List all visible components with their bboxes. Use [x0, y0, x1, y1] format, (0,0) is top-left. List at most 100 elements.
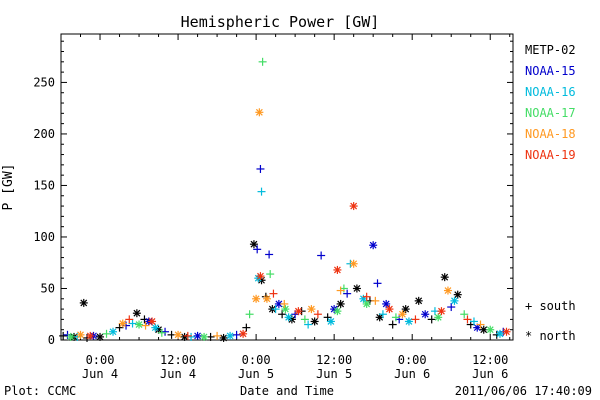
marker-legend-entry: * north [525, 329, 576, 343]
south-plus-marker [232, 330, 241, 339]
north-star-marker [437, 307, 446, 316]
north-star-marker [333, 307, 342, 316]
north-star-marker [132, 309, 141, 318]
south-plus-marker [323, 313, 332, 322]
data-points [59, 57, 511, 342]
x-tick-time: 0:00 [242, 353, 271, 367]
x-tick-time: 0:00 [398, 353, 427, 367]
legend-entry: NOAA-19 [525, 148, 576, 162]
north-star-marker [443, 286, 452, 295]
north-star-marker [151, 323, 160, 332]
north-star-marker [349, 202, 358, 211]
north-star-marker [135, 320, 144, 329]
south-plus-marker [265, 250, 274, 259]
south-plus-marker [460, 310, 469, 319]
y-tick-label: 200 [33, 127, 55, 141]
north-star-marker [414, 296, 423, 305]
south-plus-marker [256, 164, 265, 173]
north-star-marker [66, 332, 75, 341]
south-plus-marker [128, 319, 137, 328]
south-plus-marker [157, 328, 166, 337]
north-star-marker [336, 299, 345, 308]
south-plus-marker [125, 315, 134, 324]
footer-timestamp: 2011/06/06 17:40:09 [455, 384, 592, 398]
north-star-marker [369, 241, 378, 250]
south-plus-marker [343, 289, 352, 298]
x-tick-date: Jun 5 [238, 367, 274, 381]
y-axis: 0 50 100 150 200 250 [33, 40, 513, 347]
north-star-marker [385, 305, 394, 314]
y-tick-label: 250 [33, 75, 55, 89]
legend-entry: NOAA-17 [525, 106, 576, 120]
south-plus-marker [280, 299, 289, 308]
north-star-marker [252, 294, 261, 303]
north-star-marker [219, 333, 228, 342]
north-star-marker [255, 108, 264, 117]
north-star-marker [307, 305, 316, 314]
north-star-marker [434, 313, 443, 322]
south-plus-marker [304, 320, 313, 329]
north-star-marker [148, 317, 157, 326]
south-plus-marker [266, 270, 275, 279]
north-star-marker [239, 329, 248, 338]
north-star-marker [382, 299, 391, 308]
north-star-marker [249, 240, 258, 249]
north-star-marker [421, 310, 430, 319]
south-plus-marker [476, 320, 485, 329]
x-tick-time: 12:00 [160, 353, 196, 367]
north-star-marker [180, 332, 189, 341]
north-star-marker [174, 330, 183, 339]
x-tick-time: 12:00 [472, 353, 508, 367]
north-star-marker [349, 259, 358, 268]
north-star-marker [118, 319, 127, 328]
north-star-marker [398, 310, 407, 319]
south-plus-marker [411, 315, 420, 324]
north-star-marker [495, 329, 504, 338]
north-star-marker [262, 294, 271, 303]
y-tick-label: 150 [33, 178, 55, 192]
south-plus-marker [253, 245, 262, 254]
legend-entry: NOAA-16 [525, 85, 576, 99]
north-star-marker [193, 331, 202, 340]
south-plus-marker [391, 313, 400, 322]
north-star-marker [200, 332, 209, 341]
south-plus-marker [269, 289, 278, 298]
south-plus-marker [257, 187, 266, 196]
x-tick-date: Jun 6 [472, 367, 508, 381]
south-plus-marker [378, 310, 387, 319]
north-star-marker [281, 305, 290, 314]
north-star-marker [96, 332, 105, 341]
north-star-marker [440, 273, 449, 282]
south-plus-marker [213, 331, 222, 340]
y-tick-label: 0 [48, 333, 55, 347]
marker-legend: + south * north [525, 299, 576, 343]
north-star-marker [326, 317, 335, 326]
south-plus-marker [245, 310, 254, 319]
legend-entry: NOAA-18 [525, 127, 576, 141]
south-plus-marker [427, 315, 436, 324]
north-star-marker [284, 313, 293, 322]
south-plus-marker [115, 323, 124, 332]
y-tick-label: 50 [41, 281, 55, 295]
north-star-marker [486, 325, 495, 334]
chart-title: Hemispheric Power [GW] [181, 13, 380, 31]
x-tick-time: 12:00 [316, 353, 352, 367]
south-plus-marker [300, 315, 309, 324]
legend-entry: METP-02 [525, 43, 576, 57]
north-star-marker [79, 298, 88, 307]
north-star-marker [294, 307, 303, 316]
plot-frame [60, 33, 514, 341]
legend: METP-02 NOAA-15 NOAA-16 NOAA-17 NOAA-18 NOAA-… [525, 43, 576, 162]
y-tick-label: 100 [33, 230, 55, 244]
x-tick-date: Jun 5 [316, 367, 352, 381]
south-plus-marker [336, 286, 345, 295]
y-axis-label: P [GW] [1, 164, 16, 211]
south-plus-marker [59, 331, 68, 340]
legend-entry: NOAA-15 [525, 64, 576, 78]
south-plus-marker [388, 320, 397, 329]
x-tick-date: Jun 4 [82, 367, 118, 381]
south-plus-marker [362, 292, 371, 301]
x-axis-label: Date and Time [240, 384, 334, 398]
